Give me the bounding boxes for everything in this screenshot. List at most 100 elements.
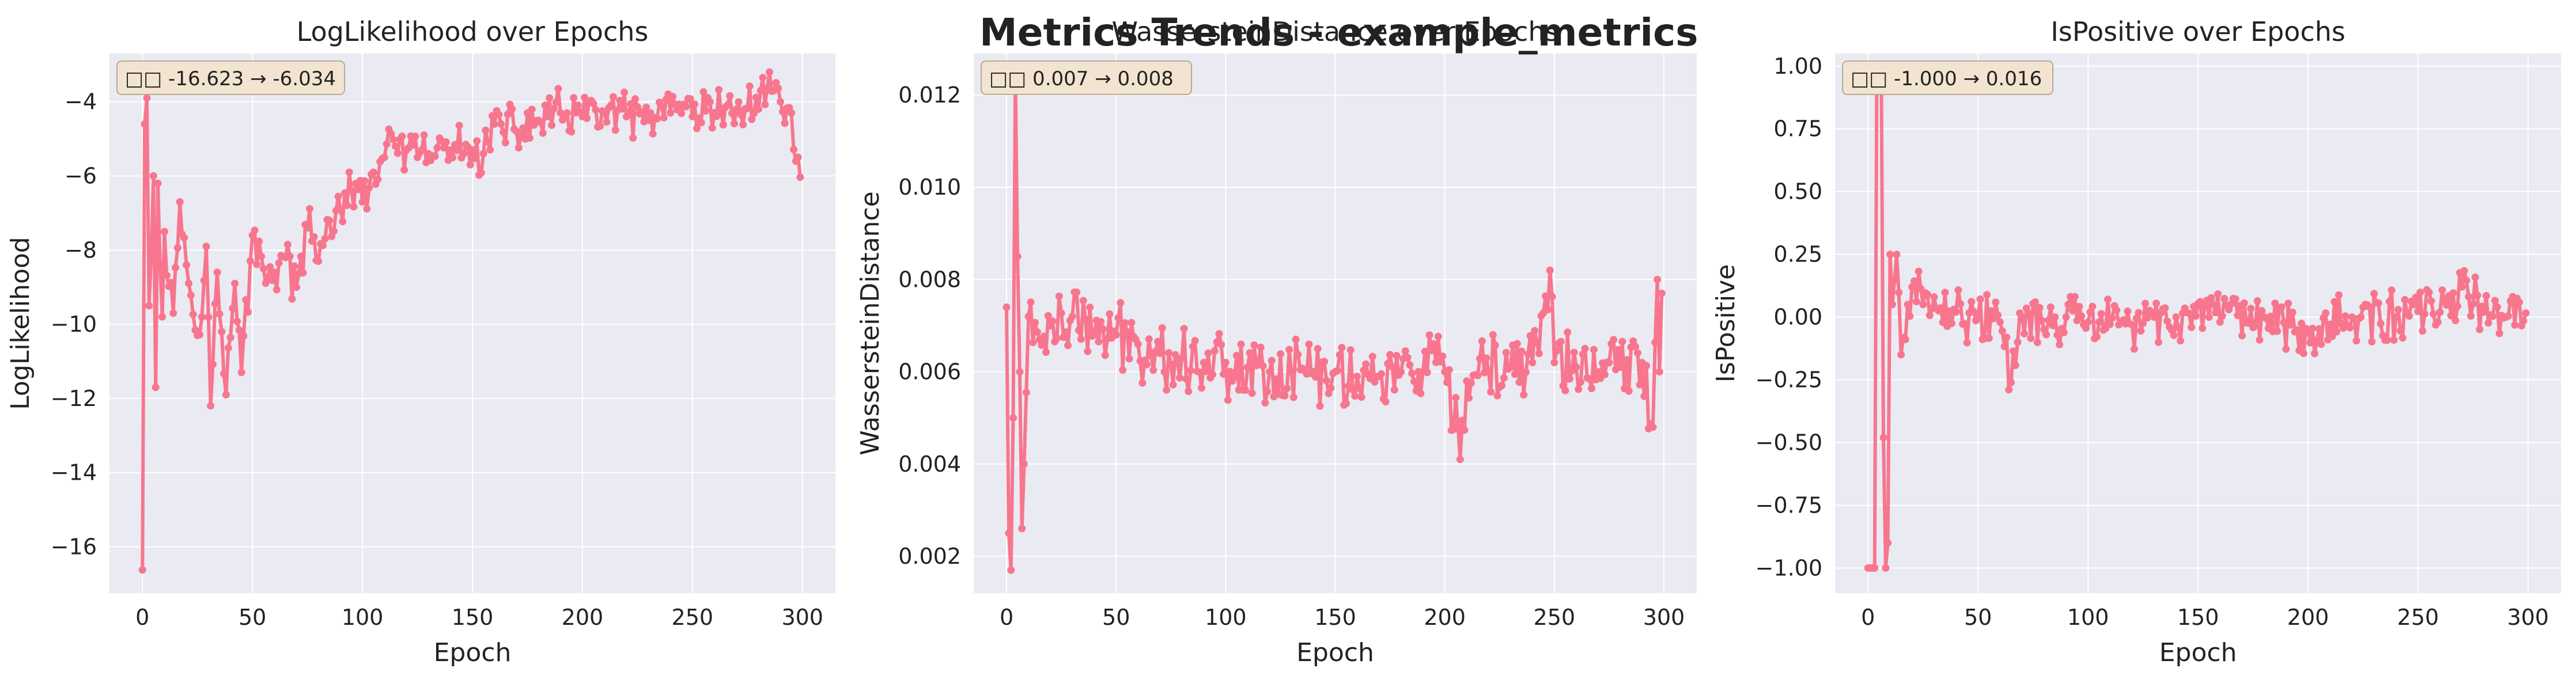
data-point bbox=[702, 107, 710, 115]
data-point bbox=[1570, 348, 1578, 356]
data-point bbox=[1191, 337, 1199, 345]
data-point bbox=[1454, 423, 1462, 431]
data-point bbox=[1316, 402, 1324, 410]
x-tick-labels: 0 50 100 150 200 250 300 bbox=[1861, 605, 2549, 630]
data-point bbox=[1535, 350, 1543, 358]
data-point bbox=[1349, 386, 1357, 394]
data-point bbox=[1487, 388, 1495, 396]
data-point bbox=[1024, 313, 1032, 320]
data-point bbox=[2306, 339, 2314, 347]
data-point bbox=[2051, 313, 2059, 321]
data-point bbox=[442, 138, 450, 146]
data-point bbox=[1557, 337, 1565, 346]
data-point bbox=[2172, 313, 2180, 321]
data-point bbox=[1064, 341, 1072, 350]
data-point bbox=[1134, 340, 1142, 348]
y-tick-label: 0.010 bbox=[898, 174, 961, 200]
data-point bbox=[2374, 299, 2382, 307]
data-point bbox=[2212, 309, 2219, 317]
x-tick-label: 50 bbox=[239, 605, 266, 630]
stats-annotation: □□ -1.000 → 0.016 bbox=[1842, 60, 2053, 95]
data-point bbox=[1493, 392, 1501, 400]
data-point bbox=[794, 153, 802, 161]
data-point bbox=[2412, 293, 2420, 301]
data-point bbox=[653, 115, 661, 123]
data-point bbox=[2014, 338, 2022, 346]
data-point bbox=[1101, 351, 1109, 359]
data-point bbox=[1390, 386, 1398, 394]
data-point bbox=[1897, 351, 1905, 359]
data-point bbox=[471, 154, 479, 162]
data-point bbox=[1498, 381, 1505, 389]
data-point bbox=[1531, 327, 1539, 335]
data-point bbox=[383, 140, 391, 148]
data-point bbox=[1655, 368, 1663, 376]
data-point bbox=[319, 241, 327, 249]
data-point bbox=[2201, 303, 2208, 310]
data-point bbox=[2342, 312, 2350, 320]
data-point bbox=[708, 124, 716, 132]
data-point bbox=[1265, 368, 1273, 376]
data-point bbox=[1003, 303, 1011, 311]
data-point bbox=[611, 126, 619, 134]
data-point bbox=[2135, 309, 2143, 317]
data-point bbox=[541, 101, 549, 109]
data-point bbox=[1013, 252, 1022, 260]
y-axis-label: IsPositive bbox=[1711, 264, 1741, 383]
data-point bbox=[1292, 335, 1300, 343]
x-tick-label: 50 bbox=[1964, 605, 1992, 630]
data-point bbox=[391, 142, 399, 150]
data-point bbox=[1529, 359, 1537, 367]
data-point bbox=[1287, 368, 1295, 376]
y-tick-label: −4 bbox=[65, 89, 97, 115]
chart-title: IsPositive over Epochs bbox=[2051, 16, 2346, 47]
data-point bbox=[1936, 304, 1945, 312]
data-point bbox=[1478, 337, 1486, 345]
data-point bbox=[1081, 315, 1090, 323]
data-point bbox=[196, 331, 203, 339]
data-point bbox=[2247, 305, 2255, 313]
data-point bbox=[1649, 423, 1657, 431]
data-point bbox=[189, 310, 197, 318]
data-point bbox=[607, 101, 615, 109]
data-point bbox=[583, 115, 591, 122]
data-point bbox=[251, 226, 259, 234]
data-point bbox=[2082, 324, 2090, 332]
data-point bbox=[2388, 286, 2396, 294]
data-point bbox=[2427, 297, 2435, 305]
data-point bbox=[466, 161, 474, 169]
data-point bbox=[141, 120, 149, 128]
data-point bbox=[143, 94, 151, 102]
data-point bbox=[147, 251, 155, 259]
annotation-text: □□ -1.000 → 0.016 bbox=[1851, 67, 2042, 90]
data-point bbox=[1618, 337, 1626, 346]
data-point bbox=[1185, 388, 1193, 396]
data-point bbox=[172, 264, 179, 272]
data-point bbox=[2298, 320, 2305, 328]
x-tick-label: 250 bbox=[672, 605, 714, 630]
data-point bbox=[2251, 322, 2259, 330]
data-point bbox=[275, 259, 283, 267]
data-point bbox=[258, 252, 265, 260]
data-point bbox=[2064, 301, 2072, 309]
chart-panel-2: 0 50 100 150 200 250 3000.0020.0040.0060.0080.… bbox=[856, 16, 1697, 667]
data-point bbox=[550, 104, 558, 112]
data-point bbox=[1513, 340, 1521, 348]
data-point bbox=[730, 120, 738, 128]
data-point bbox=[1040, 332, 1048, 340]
data-point bbox=[1231, 373, 1239, 381]
data-point bbox=[766, 68, 773, 76]
data-point bbox=[482, 126, 490, 134]
data-point bbox=[1974, 313, 1982, 321]
data-point bbox=[1465, 394, 1473, 402]
x-tick-label: 0 bbox=[1000, 605, 1013, 630]
data-point bbox=[409, 141, 417, 149]
data-point bbox=[1009, 414, 1017, 422]
data-point bbox=[1417, 389, 1425, 397]
data-point bbox=[1911, 277, 1918, 285]
data-point bbox=[2484, 319, 2492, 327]
data-point bbox=[1542, 292, 1550, 300]
data-point bbox=[669, 93, 676, 101]
data-point bbox=[1998, 327, 2006, 335]
data-point bbox=[2476, 325, 2484, 333]
